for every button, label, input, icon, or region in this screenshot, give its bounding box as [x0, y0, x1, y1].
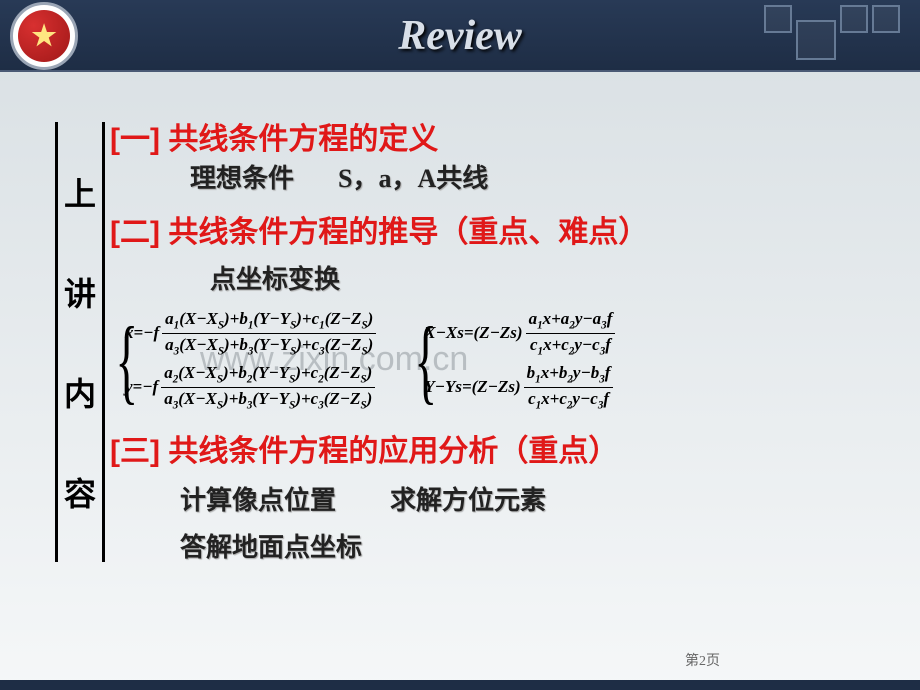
equation-right-block: { X−Xs=(Z−Zs) a1x+a2y−a3f c1x+c2y−c3f Y−… — [409, 306, 618, 414]
deco-square — [840, 5, 868, 33]
section-three-sub2: 求解方位元素 — [390, 480, 546, 517]
sidebar-vertical-label: 上 讲 内 容 — [55, 122, 105, 562]
equation-row: Y−Ys=(Z−Zs) b1x+b2y−b3f c1x+c2y−c3f — [424, 360, 618, 414]
denominator: a3(X−XS)+b3(Y−YS)+c3(Z−ZS) — [161, 388, 375, 412]
equation-left-block: { x=−f a1(X−XS)+b1(Y−YS)+c1(Z−ZS) a3(X−X… — [110, 306, 379, 414]
denominator: c1x+c2y−c3f — [526, 334, 616, 358]
fraction: a1(X−XS)+b1(Y−YS)+c1(Z−ZS) a3(X−XS)+b3(Y… — [162, 308, 376, 358]
equations-container: { x=−f a1(X−XS)+b1(Y−YS)+c1(Z−ZS) a3(X−X… — [110, 306, 880, 414]
equation-row: X−Xs=(Z−Zs) a1x+a2y−a3f c1x+c2y−c3f — [424, 306, 618, 360]
section-two-heading: [二] 共线条件方程的推导（重点、难点） — [110, 207, 880, 251]
sidebar-char: 讲 — [64, 269, 96, 315]
left-brace-icon: { — [115, 306, 138, 414]
eq-lhs: X−Xs=(Z−Zs) — [424, 323, 522, 343]
sidebar-char: 内 — [64, 369, 96, 415]
fraction: b1x+b2y−b3f c1x+c2y−c3f — [524, 362, 614, 412]
fraction: a2(X−XS)+b2(Y−YS)+c2(Z−ZS) a3(X−XS)+b3(Y… — [161, 362, 375, 412]
numerator: b1x+b2y−b3f — [524, 362, 614, 387]
sidebar-char: 容 — [64, 469, 96, 515]
bottom-bar — [0, 680, 920, 690]
fraction: a1x+a2y−a3f c1x+c2y−c3f — [526, 308, 616, 358]
eq-lhs: Y−Ys=(Z−Zs) — [424, 377, 520, 397]
section-one-sub-right: S，a，A共线 — [338, 164, 488, 193]
section-three-sub1: 计算像点位置 — [180, 480, 336, 517]
left-brace-icon: { — [415, 306, 438, 414]
section-two-sub: 点坐标变换 — [210, 259, 880, 296]
numerator: a2(X−XS)+b2(Y−YS)+c2(Z−ZS) — [161, 362, 375, 387]
denominator: c1x+c2y−c3f — [524, 388, 614, 412]
section-one-sub-left: 理想条件 — [190, 163, 294, 193]
deco-square — [872, 5, 900, 33]
slide-content: 上 讲 内 容 www.zixin.com.cn [一] 共线条件方程的定义 理… — [0, 72, 920, 564]
logo-star-icon: ★ — [18, 10, 70, 62]
equation-row: y=−f a2(X−XS)+b2(Y−YS)+c2(Z−ZS) a3(X−XS)… — [125, 360, 379, 414]
deco-square — [796, 20, 836, 60]
deco-square — [764, 5, 792, 33]
header-decoration — [764, 5, 900, 60]
university-logo: ★ — [10, 2, 78, 70]
section-one-heading: [一] 共线条件方程的定义 — [110, 114, 880, 158]
section-three-sub3: 答解地面点坐标 — [180, 527, 362, 564]
equation-row: x=−f a1(X−XS)+b1(Y−YS)+c1(Z−ZS) a3(X−XS)… — [125, 306, 379, 360]
sidebar-char: 上 — [64, 169, 96, 215]
denominator: a3(X−XS)+b3(Y−YS)+c3(Z−ZS) — [162, 334, 376, 358]
section-three-heading: [三] 共线条件方程的应用分析（重点） — [110, 426, 880, 470]
page-number: 第2页 — [685, 650, 720, 670]
numerator: a1(X−XS)+b1(Y−YS)+c1(Z−ZS) — [162, 308, 376, 333]
numerator: a1x+a2y−a3f — [526, 308, 616, 333]
slide-header: ★ Review — [0, 0, 920, 72]
